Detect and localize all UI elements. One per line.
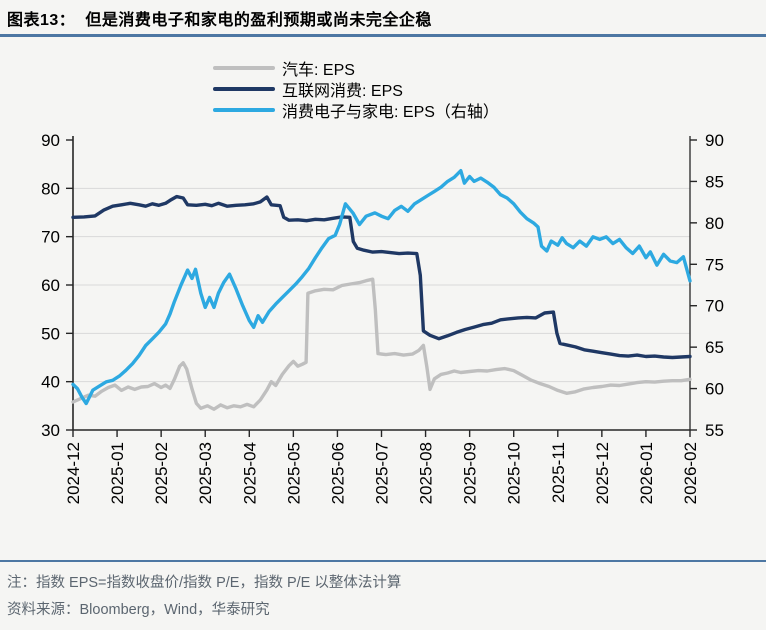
x-axis-label: 2025-11 — [549, 442, 568, 503]
right-axis-label: 70 — [705, 297, 724, 316]
source-note: 资料来源：Bloomberg，Wind，华泰研究 — [7, 602, 270, 618]
left-axis-label: 90 — [41, 131, 60, 150]
right-axis-label: 90 — [705, 131, 724, 150]
right-axis-label: 80 — [705, 214, 724, 233]
chart-legend: 汽车: EPS 互联网消费: EPS 消费电子与家电: EPS（右轴） — [213, 57, 499, 121]
left-axis-ticks: 30 40 50 60 70 80 90 — [41, 131, 73, 440]
legend-swatch-consumer-electronics — [213, 107, 275, 112]
right-axis-label: 85 — [705, 172, 724, 191]
right-axis-ticks: 55 60 65 70 75 80 85 90 — [690, 131, 724, 440]
title-divider — [0, 34, 766, 37]
series-auto-line — [71, 277, 692, 411]
gridlines — [73, 187, 690, 383]
x-axis-label: 2025-07 — [373, 442, 392, 504]
legend-label-internet-consumption: 互联网消费: EPS — [282, 82, 403, 100]
legend-item-internet-consumption: 互联网消费: EPS — [213, 78, 499, 100]
legend-item-auto: 汽车: EPS — [213, 57, 499, 79]
left-axis-label: 80 — [41, 179, 60, 198]
legend-item-consumer-electronics: 消费电子与家电: EPS（右轴） — [213, 99, 499, 121]
x-axis-label: 2026-01 — [637, 442, 656, 504]
footer-divider — [0, 560, 766, 562]
x-axis-ticks: 2024-12 2025-01 2025-02 2025-03 2025-04 2025-… — [64, 430, 700, 504]
legend-label-auto: 汽车: EPS — [282, 61, 355, 79]
right-axis-label: 60 — [705, 380, 724, 399]
x-axis-label: 2025-06 — [328, 442, 347, 504]
right-axis-label: 55 — [705, 421, 724, 440]
left-axis-label: 60 — [41, 276, 60, 295]
left-axis-label: 40 — [41, 373, 60, 392]
x-axis-label: 2025-03 — [196, 442, 215, 504]
footnote: 注：指数 EPS=指数收盘价/指数 P/E，指数 P/E 以整体法计算 — [7, 575, 402, 591]
series-consumer-electronics-line — [71, 169, 692, 406]
figure-title: 图表13： 但是消费电子和家电的盈利预期或尚未完全企稳 — [7, 6, 759, 30]
x-axis-label: 2024-12 — [64, 442, 83, 504]
right-axis-label: 75 — [705, 255, 724, 274]
x-axis-label: 2025-01 — [108, 442, 127, 504]
figure-title-text: 但是消费电子和家电的盈利预期或尚未完全企稳 — [85, 12, 432, 29]
x-axis-label: 2025-08 — [417, 442, 436, 504]
x-axis-label: 2025-02 — [152, 442, 171, 504]
left-axis-label: 70 — [41, 228, 60, 247]
x-axis-label: 2025-10 — [505, 442, 524, 504]
legend-swatch-auto — [213, 65, 275, 70]
series-internet-consumption-line — [71, 194, 692, 360]
legend-swatch-internet-consumption — [213, 86, 275, 91]
figure-number-label: 图表13： — [7, 12, 76, 29]
right-axis-label: 65 — [705, 338, 724, 357]
left-axis-label: 30 — [41, 421, 60, 440]
x-axis-label: 2026-02 — [681, 442, 700, 504]
legend-label-consumer-electronics: 消费电子与家电: EPS（右轴） — [282, 103, 499, 121]
x-axis-label: 2025-09 — [461, 442, 480, 504]
x-axis-label: 2025-12 — [593, 442, 612, 504]
left-axis-label: 50 — [41, 324, 60, 343]
x-axis-label: 2025-04 — [240, 442, 259, 504]
x-axis-label: 2025-05 — [284, 442, 303, 504]
